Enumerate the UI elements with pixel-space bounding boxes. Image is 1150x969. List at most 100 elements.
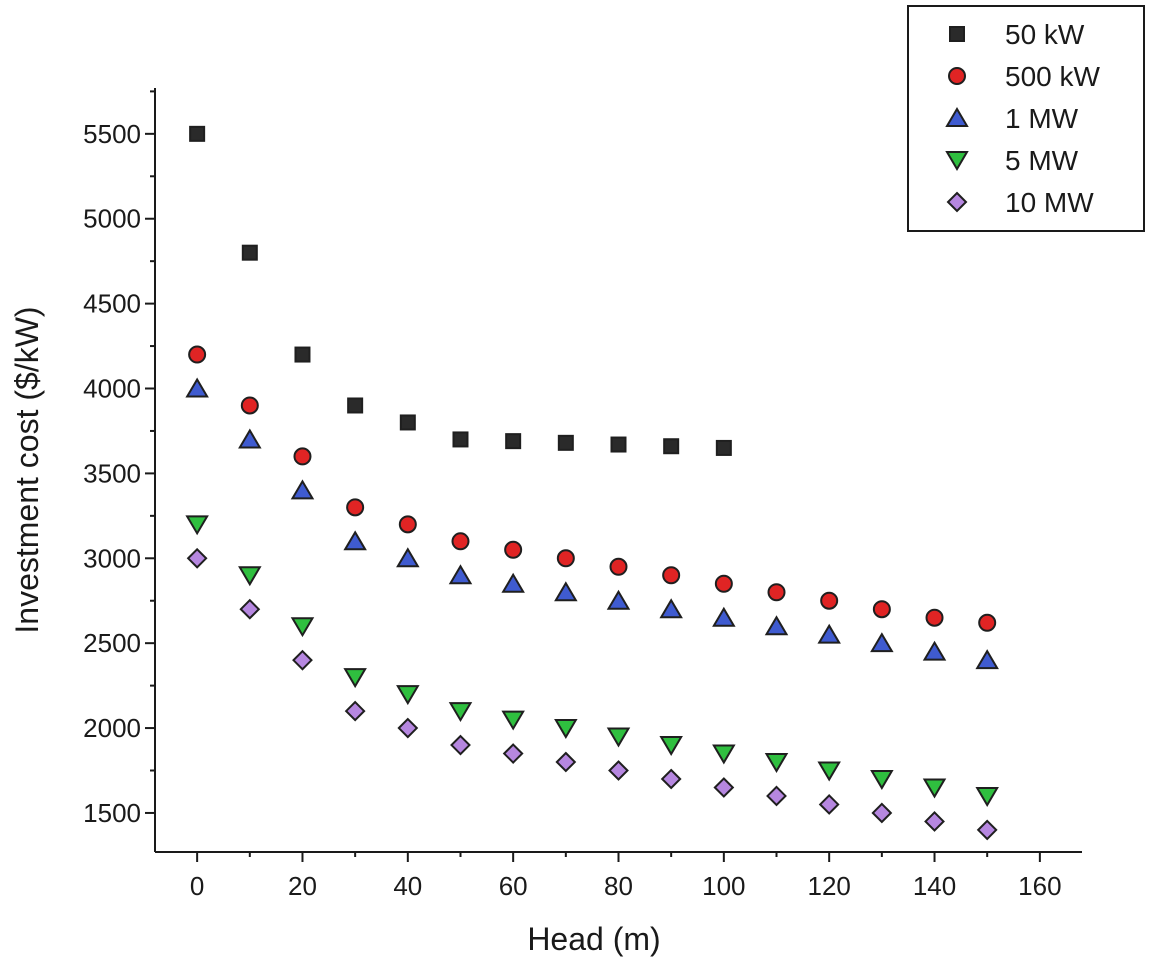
data-point	[557, 434, 574, 451]
legend: 50 kW 500 kW 1 MW 5 MW 10 MW	[907, 5, 1145, 232]
data-point	[505, 433, 522, 450]
data-point	[448, 702, 473, 723]
data-point	[290, 617, 315, 638]
data-point	[554, 719, 578, 740]
data-point	[606, 727, 631, 748]
data-point	[978, 613, 997, 632]
legend-marker	[949, 26, 965, 42]
y-tick-label: 4000	[83, 374, 141, 404]
data-point	[501, 572, 525, 593]
data-point	[872, 600, 891, 619]
y-tick-label: 2000	[83, 713, 141, 743]
data-point	[294, 346, 311, 363]
data-point	[344, 700, 366, 722]
x-tick-label: 60	[499, 871, 528, 901]
data-point	[292, 649, 313, 671]
x-tick-label: 40	[393, 871, 422, 901]
data-point	[712, 606, 736, 627]
data-point	[347, 397, 364, 414]
data-point	[922, 640, 947, 661]
data-point	[185, 377, 209, 398]
data-point	[504, 540, 523, 559]
y-tick-label: 1500	[83, 798, 141, 828]
y-tick-label: 5500	[83, 119, 141, 149]
x-tick-label: 20	[288, 871, 317, 901]
legend-label: 1 MW	[1005, 103, 1079, 134]
data-point	[290, 479, 315, 500]
data-point	[659, 598, 683, 619]
data-point	[609, 557, 628, 576]
data-point	[817, 623, 841, 644]
legend-marker	[946, 191, 968, 213]
y-tick-label: 3500	[83, 458, 141, 488]
data-point	[554, 581, 578, 602]
data-point	[922, 778, 947, 799]
data-point	[714, 574, 733, 593]
legend-label: 500 kW	[1005, 61, 1100, 92]
data-point	[767, 583, 786, 602]
y-tick-label: 3000	[83, 543, 141, 573]
y-axis-title: Investment cost ($/kW)	[9, 306, 45, 633]
x-tick-label: 100	[702, 871, 745, 901]
data-point	[450, 734, 471, 756]
data-point	[870, 769, 894, 790]
data-point	[606, 589, 631, 610]
data-point	[766, 785, 787, 807]
legend-box	[907, 5, 1145, 232]
y-tick-label: 4500	[83, 289, 141, 319]
data-point	[556, 549, 575, 568]
legend-marker	[948, 67, 966, 85]
data-point	[238, 428, 262, 449]
data-series-layer	[185, 125, 999, 841]
data-point	[925, 608, 944, 627]
data-point	[715, 439, 732, 456]
data-point	[398, 515, 417, 534]
data-point	[870, 632, 894, 653]
data-point	[293, 447, 312, 466]
data-point	[238, 566, 262, 587]
data-point	[186, 547, 208, 569]
data-point	[976, 819, 998, 841]
data-point	[817, 761, 841, 782]
legend-marker	[945, 151, 969, 171]
series-5-mw	[185, 515, 999, 807]
x-axis-ticks: 0 20 40 60 80 100 120 140 160	[190, 852, 1062, 901]
data-point	[189, 125, 206, 142]
data-point	[764, 615, 789, 636]
x-tick-label: 0	[190, 871, 204, 901]
data-point	[608, 760, 629, 781]
y-tick-label: 5000	[83, 204, 141, 234]
data-point	[975, 649, 999, 670]
data-point	[241, 244, 258, 261]
data-point	[396, 547, 420, 568]
data-point	[818, 794, 840, 815]
legend-label: 50 kW	[1005, 19, 1085, 50]
series-500-kw	[188, 345, 997, 632]
y-tick-label: 2500	[83, 628, 141, 658]
data-point	[663, 438, 680, 455]
data-point	[975, 786, 999, 807]
data-point	[924, 811, 945, 832]
data-point	[713, 777, 735, 798]
legend-marker	[945, 107, 969, 127]
series-10-mw	[186, 547, 998, 841]
data-point	[343, 530, 367, 551]
data-point	[451, 532, 470, 551]
data-point	[346, 498, 365, 517]
data-point	[555, 751, 577, 773]
data-point	[502, 743, 524, 764]
data-point	[820, 591, 839, 610]
data-point	[871, 802, 893, 824]
data-point	[660, 768, 682, 790]
data-point	[501, 710, 525, 731]
data-point	[610, 436, 627, 453]
x-axis-title: Head (m)	[527, 921, 660, 957]
legend-label: 5 MW	[1005, 145, 1079, 176]
data-point	[764, 753, 789, 773]
data-point	[239, 598, 261, 620]
x-tick-label: 80	[604, 871, 633, 901]
legend-label: 10 MW	[1005, 187, 1094, 218]
data-point	[399, 414, 416, 431]
data-point	[712, 744, 736, 765]
